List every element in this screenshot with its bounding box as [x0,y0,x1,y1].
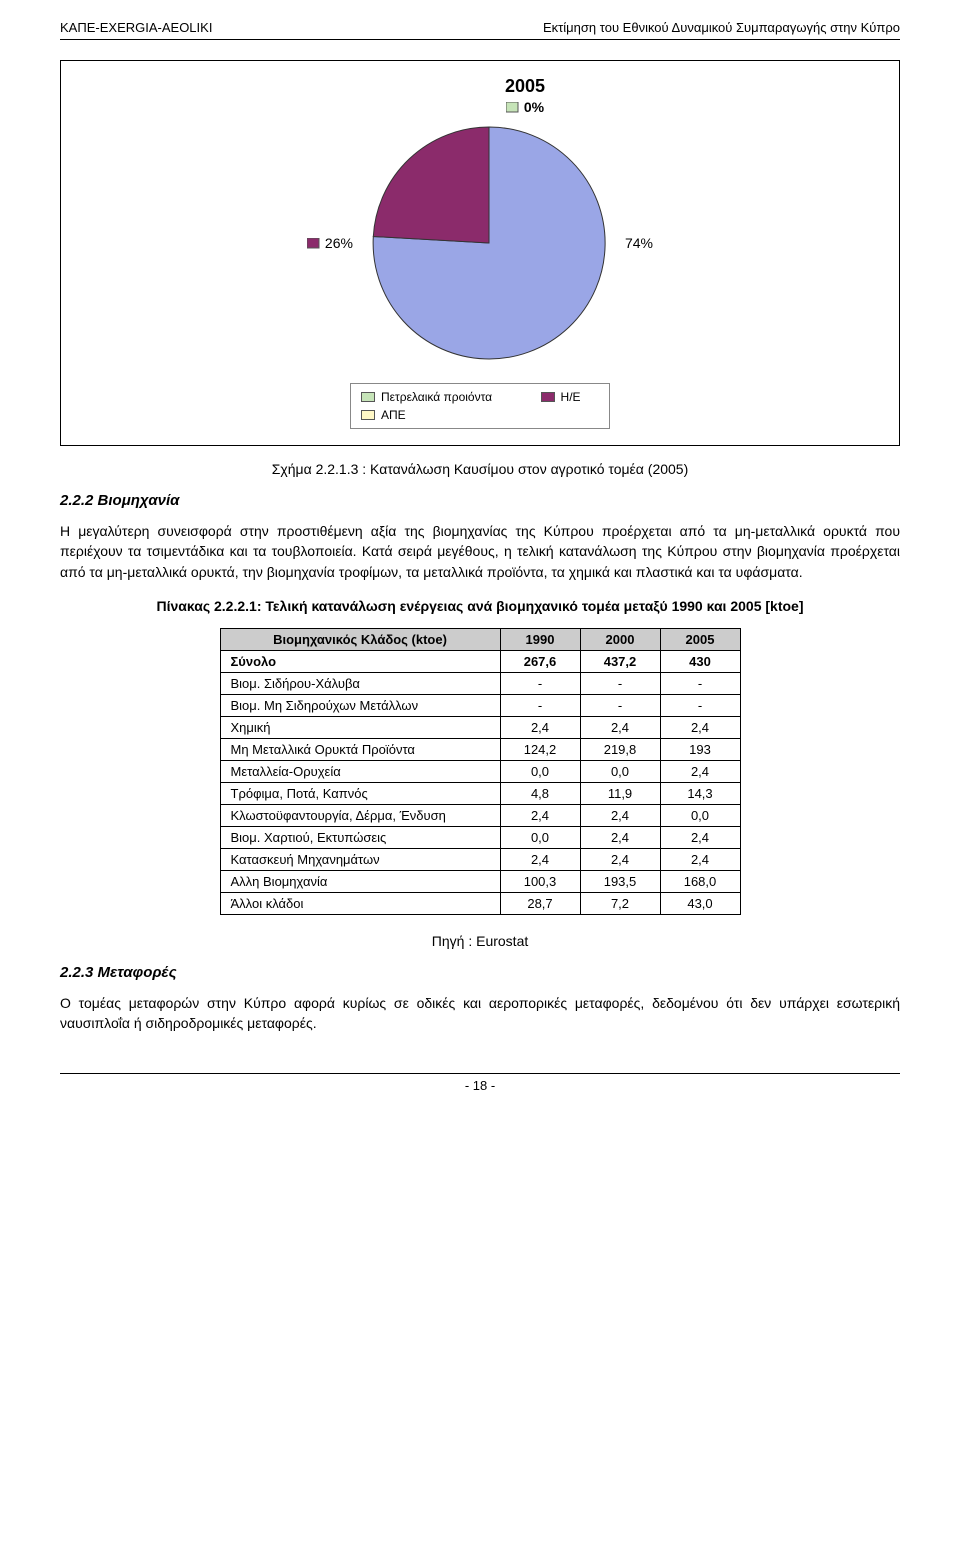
data-table: Βιομηχανικός Κλάδος (ktoe) 1990 2000 200… [220,628,741,915]
legend-item-petrol: Πετρελαικά προιόντα [361,390,511,404]
table-cell: 124,2 [500,738,580,760]
header-right: Εκτίμηση του Εθνικού Δυναμικού Συμπαραγω… [543,20,900,35]
table-caption: Πίνακας 2.2.2.1: Τελική κατανάλωση ενέργ… [60,598,900,614]
table-cell: 2,4 [580,804,660,826]
page-header: ΚΑΠΕ-EXERGIA-AEOLIKI Εκτίμηση του Εθνικο… [60,0,900,40]
table-cell-label: Χημική [220,716,500,738]
col-header: 2005 [660,628,740,650]
table-row: Χημική2,42,42,4 [220,716,740,738]
table-cell: 2,4 [500,716,580,738]
chart-title-year: 2005 [161,76,889,97]
table-cell: 28,7 [500,892,580,914]
table-cell: 193,5 [580,870,660,892]
legend-swatch [541,392,555,402]
legend-item-he: Η/Ε [541,390,599,404]
pie-right-label: 74% [625,235,653,251]
table-cell-label: Βιομ. Σιδήρου-Χάλυβα [220,672,500,694]
table-row: Κατασκευή Μηχανημάτων2,42,42,4 [220,848,740,870]
chart-legend: Πετρελαικά προιόντα Η/Ε ΑΠΕ [350,383,610,429]
header-left: ΚΑΠΕ-EXERGIA-AEOLIKI [60,20,212,35]
table-cell: 14,3 [660,782,740,804]
col-header: 1990 [500,628,580,650]
table-cell: 2,4 [500,804,580,826]
table-cell: 2,4 [580,716,660,738]
table-row: Μη Μεταλλικά Ορυκτά Προϊόντα124,2219,819… [220,738,740,760]
table-row: Βιομ. Χαρτιού, Εκτυπώσεις0,02,42,4 [220,826,740,848]
table-cell: 267,6 [500,650,580,672]
table-cell: 168,0 [660,870,740,892]
legend-swatch [361,392,375,402]
table-cell: 430 [660,650,740,672]
table-cell-label: Μεταλλεία-Ορυχεία [220,760,500,782]
table-cell: 219,8 [580,738,660,760]
table-cell: 437,2 [580,650,660,672]
table-cell: - [580,672,660,694]
table-cell: 193 [660,738,740,760]
table-cell: - [500,672,580,694]
table-cell-label: Μη Μεταλλικά Ορυκτά Προϊόντα [220,738,500,760]
pie-chart-box: 2005 0% 26% 74% Πετρελαικά προιόντα Η/Ε [60,60,900,446]
table-row: Βιομ. Σιδήρου-Χάλυβα--- [220,672,740,694]
figure-caption: Σχήμα 2.2.1.3 : Κατανάλωση Καυσίμου στον… [60,461,900,477]
table-cell: 4,8 [500,782,580,804]
table-cell: - [660,694,740,716]
table-cell: - [660,672,740,694]
table-row: Κλωστοϋφαντουργία, Δέρμα, Ένδυση2,42,40,… [220,804,740,826]
table-row: Τρόφιμα, Ποτά, Καπνός4,811,914,3 [220,782,740,804]
table-row: Μεταλλεία-Ορυχεία0,00,02,4 [220,760,740,782]
legend-swatch [361,410,375,420]
table-cell-label: Αλλη Βιομηχανία [220,870,500,892]
table-cell: 2,4 [580,826,660,848]
table-cell: - [580,694,660,716]
table-cell-label: Άλλοι κλάδοι [220,892,500,914]
table-cell-label: Σύνολο [220,650,500,672]
table-cell-label: Βιομ. Μη Σιδηρούχων Μετάλλων [220,694,500,716]
table-cell: 0,0 [660,804,740,826]
table-cell: 2,4 [500,848,580,870]
table-cell: 2,4 [580,848,660,870]
col-header: Βιομηχανικός Κλάδος (ktoe) [220,628,500,650]
table-cell: 2,4 [660,826,740,848]
page-number: - 18 - [60,1073,900,1093]
pie-row: 26% 74% [71,123,889,363]
table-cell: 100,3 [500,870,580,892]
section-223-title: 2.2.3 Μεταφορές [60,964,900,981]
pie-chart [369,123,609,363]
table-cell: 2,4 [660,716,740,738]
table-cell: 0,0 [580,760,660,782]
table-cell-label: Βιομ. Χαρτιού, Εκτυπώσεις [220,826,500,848]
table-cell-label: Κατασκευή Μηχανημάτων [220,848,500,870]
table-cell: 0,0 [500,760,580,782]
table-row: Άλλοι κλάδοι28,77,243,0 [220,892,740,914]
legend-label: Η/Ε [561,390,581,404]
chart-title: 2005 0% [161,76,889,115]
legend-label: ΑΠΕ [381,408,406,422]
table-row: Βιομ. Μη Σιδηρούχων Μετάλλων--- [220,694,740,716]
table-cell: - [500,694,580,716]
table-cell: 2,4 [660,760,740,782]
section-222-para: Η μεγαλύτερη συνεισφορά στην προστιθέμεν… [60,521,900,582]
table-cell-label: Τρόφιμα, Ποτά, Καπνός [220,782,500,804]
chart-title-sub: 0% [161,99,889,115]
table-cell: 2,4 [660,848,740,870]
legend-item-ape: ΑΠΕ [361,408,511,422]
table-cell: 11,9 [580,782,660,804]
section-222-title: 2.2.2 Βιομηχανία [60,492,900,509]
table-row: Σύνολο267,6437,2430 [220,650,740,672]
col-header: 2000 [580,628,660,650]
pie-left-label: 26% [307,235,353,251]
legend-label: Πετρελαικά προιόντα [381,390,492,404]
table-cell-label: Κλωστοϋφαντουργία, Δέρμα, Ένδυση [220,804,500,826]
table-cell: 0,0 [500,826,580,848]
table-cell: 43,0 [660,892,740,914]
section-223-para: Ο τομέας μεταφορών στην Κύπρο αφορά κυρί… [60,993,900,1034]
source-text: Πηγή : Eurostat [60,933,900,949]
table-header-row: Βιομηχανικός Κλάδος (ktoe) 1990 2000 200… [220,628,740,650]
table-row: Αλλη Βιομηχανία100,3193,5168,0 [220,870,740,892]
table-cell: 7,2 [580,892,660,914]
table-body: Σύνολο267,6437,2430Βιομ. Σιδήρου-Χάλυβα-… [220,650,740,914]
pie-slice-small [373,127,489,243]
